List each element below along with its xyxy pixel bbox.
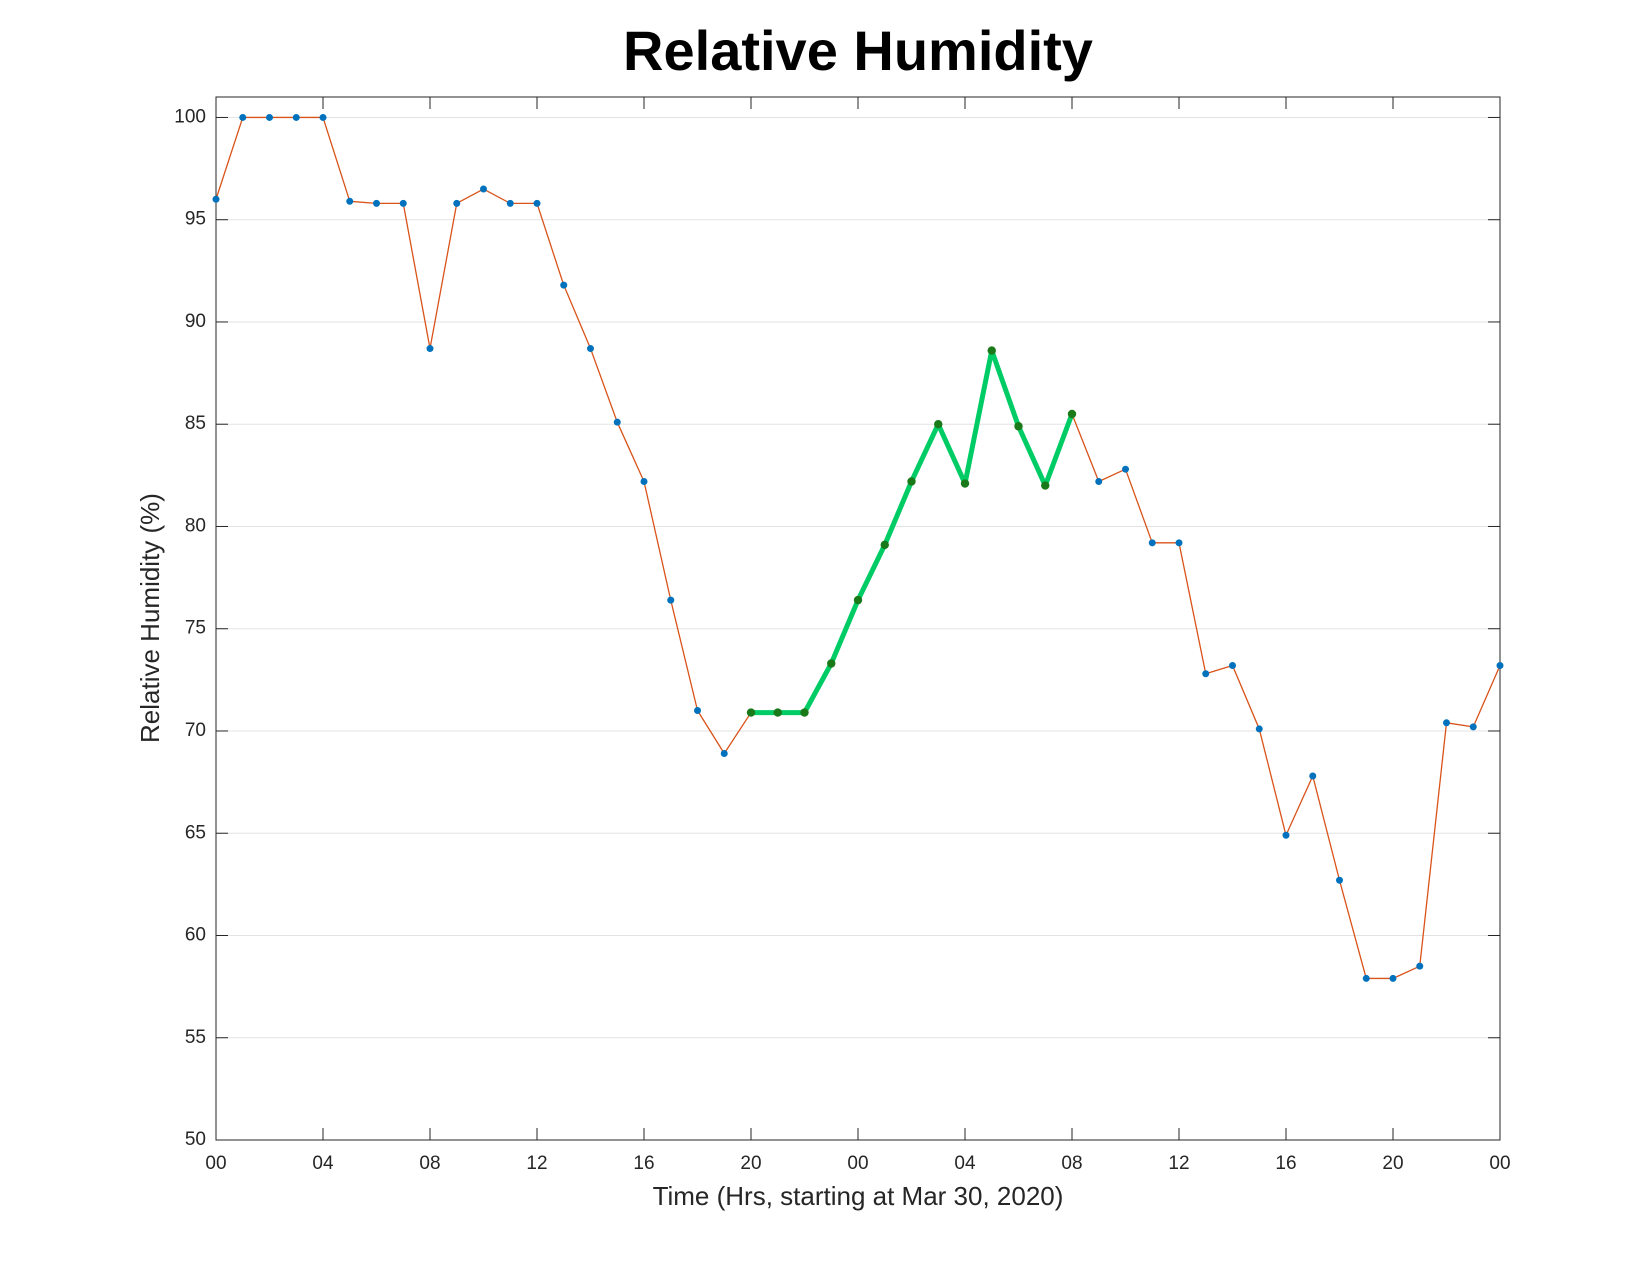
data-point — [1229, 662, 1236, 670]
y-tick-label: 50 — [185, 1129, 206, 1150]
data-point — [907, 477, 916, 486]
data-point — [212, 195, 220, 203]
data-point — [1122, 465, 1129, 473]
data-point — [399, 199, 407, 207]
data-point — [667, 596, 675, 604]
data-point — [533, 199, 541, 207]
chart-title: Relative Humidity — [623, 19, 1093, 82]
data-point — [373, 199, 380, 207]
x-tick-label: 00 — [1489, 1153, 1510, 1174]
x-tick-label: 12 — [1168, 1153, 1189, 1174]
x-tick-label: 08 — [419, 1153, 440, 1174]
data-point — [613, 418, 621, 426]
y-tick-label: 55 — [185, 1027, 206, 1048]
y-tick-label: 90 — [185, 311, 206, 332]
data-point — [1014, 422, 1023, 431]
data-point — [960, 479, 970, 488]
x-tick-label: 08 — [1061, 1153, 1082, 1174]
data-point — [827, 659, 836, 668]
data-point — [266, 113, 273, 121]
data-point — [640, 477, 648, 485]
data-point — [506, 199, 514, 207]
data-point — [587, 345, 594, 353]
y-tick-label: 60 — [185, 925, 206, 946]
x-tick-label: 16 — [633, 1153, 654, 1174]
data-point — [319, 113, 327, 121]
series-line — [215, 116, 1501, 980]
data-point — [1067, 409, 1077, 419]
data-point — [292, 113, 300, 121]
data-point — [1443, 719, 1450, 727]
data-point — [720, 749, 728, 757]
series-line — [751, 348, 1075, 716]
data-point — [1309, 772, 1317, 780]
y-tick-label: 100 — [174, 106, 206, 127]
data-point — [800, 708, 809, 717]
y-tick-label: 95 — [185, 209, 206, 230]
data-point — [880, 540, 889, 550]
data-point — [773, 708, 782, 717]
x-tick-label: 00 — [205, 1153, 226, 1174]
data-point — [560, 281, 568, 289]
data-point — [1282, 831, 1290, 839]
y-tick-label: 70 — [185, 720, 206, 741]
x-tick-label: 12 — [526, 1153, 547, 1174]
y-axis-label: Relative Humidity (%) — [135, 493, 165, 743]
y-tick-label: 85 — [185, 413, 206, 434]
x-tick-label: 04 — [312, 1153, 334, 1174]
data-point — [1496, 662, 1504, 670]
data-point — [1336, 876, 1343, 884]
y-tick-label: 65 — [185, 822, 206, 843]
data-point — [746, 708, 756, 717]
data-point — [1095, 477, 1103, 485]
plot-frame — [215, 96, 1501, 1141]
data-point — [1362, 974, 1370, 982]
data-point — [1202, 670, 1210, 678]
data-point — [1416, 962, 1424, 970]
data-point — [239, 113, 247, 121]
x-tick-label: 20 — [740, 1153, 761, 1174]
data-point — [1148, 539, 1156, 547]
x-axis-label: Time (Hrs, starting at Mar 30, 2020) — [653, 1181, 1064, 1211]
data-point — [453, 199, 461, 207]
data-point — [480, 185, 487, 193]
data-point — [934, 420, 943, 429]
data-point — [346, 197, 354, 205]
y-tick-label: 80 — [185, 515, 206, 536]
x-tick-label: 04 — [954, 1153, 976, 1174]
y-tick-label: 75 — [185, 618, 206, 639]
data-point — [853, 595, 863, 605]
x-tick-label: 00 — [847, 1153, 868, 1174]
data-point — [1469, 723, 1477, 731]
data-point — [1041, 481, 1050, 490]
data-point — [987, 346, 996, 355]
data-point — [1389, 974, 1397, 982]
data-point — [694, 707, 701, 715]
x-tick-label: 16 — [1275, 1153, 1296, 1174]
data-point — [1175, 539, 1183, 547]
x-tick-label: 20 — [1382, 1153, 1403, 1174]
data-point — [426, 345, 434, 353]
data-point — [1255, 725, 1263, 733]
